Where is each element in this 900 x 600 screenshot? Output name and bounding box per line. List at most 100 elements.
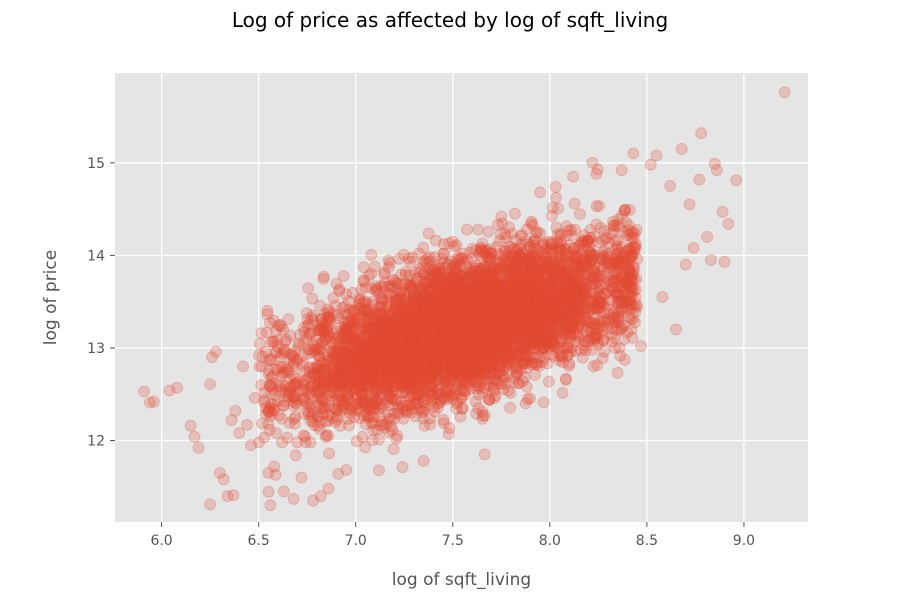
data-point	[519, 276, 532, 289]
data-point	[461, 336, 474, 349]
data-point	[463, 369, 476, 382]
data-point	[419, 315, 432, 328]
data-point	[534, 319, 546, 332]
data-point	[547, 310, 560, 323]
data-point	[497, 309, 510, 322]
data-point	[422, 313, 435, 326]
data-point	[487, 286, 500, 299]
data-point	[524, 254, 536, 267]
data-point	[342, 367, 354, 380]
data-point	[445, 326, 458, 339]
data-point	[330, 404, 343, 417]
data-point	[455, 323, 468, 336]
data-point	[487, 314, 500, 326]
data-point	[412, 332, 424, 344]
data-point	[524, 265, 537, 278]
data-point	[355, 358, 368, 371]
data-point	[452, 322, 465, 335]
data-point	[362, 322, 375, 335]
chart-title: Log of price as affected by log of sqft_…	[231, 8, 669, 32]
data-point	[471, 351, 484, 364]
data-point	[389, 300, 402, 313]
data-point	[526, 276, 539, 289]
data-point	[373, 338, 386, 351]
data-point	[484, 268, 497, 281]
data-point	[532, 306, 544, 319]
data-point	[327, 327, 340, 340]
data-point	[350, 435, 363, 448]
data-point	[420, 318, 433, 331]
data-point	[398, 314, 411, 327]
data-point	[466, 322, 479, 335]
data-point	[469, 259, 482, 272]
data-point	[520, 298, 532, 310]
data-point	[545, 314, 557, 327]
data-point	[511, 295, 524, 308]
data-point	[550, 191, 562, 204]
data-point	[414, 323, 427, 336]
data-point	[402, 337, 415, 350]
data-point	[357, 342, 369, 355]
data-point	[399, 345, 412, 358]
data-point	[466, 340, 479, 353]
data-point	[545, 285, 558, 298]
data-point	[429, 339, 442, 352]
data-point	[518, 248, 531, 260]
data-point	[447, 277, 460, 290]
data-point	[339, 323, 352, 336]
data-point	[361, 357, 374, 370]
data-point	[414, 307, 427, 320]
data-point	[511, 245, 523, 258]
data-point	[475, 285, 488, 298]
data-point	[515, 310, 528, 323]
data-point	[391, 325, 404, 338]
data-point	[504, 310, 517, 323]
data-point	[519, 294, 532, 307]
data-point	[499, 228, 512, 241]
data-point	[610, 286, 623, 299]
data-point	[373, 345, 386, 358]
data-point	[448, 240, 461, 253]
data-point	[422, 348, 435, 361]
data-point	[485, 298, 498, 311]
data-point	[343, 378, 356, 390]
data-point	[436, 332, 449, 345]
data-point	[464, 365, 477, 378]
data-point	[275, 412, 288, 425]
data-point	[463, 367, 475, 379]
data-point	[459, 342, 472, 354]
data-point	[497, 259, 509, 271]
data-point	[499, 232, 512, 244]
data-point	[374, 360, 387, 373]
data-point	[449, 318, 461, 331]
data-point	[487, 357, 500, 370]
data-point	[491, 272, 504, 285]
data-point	[425, 325, 438, 338]
data-point	[447, 366, 460, 379]
data-point	[417, 343, 430, 355]
data-point	[333, 380, 346, 393]
data-point	[557, 341, 570, 354]
data-point	[533, 296, 546, 309]
data-point	[381, 348, 394, 361]
data-point	[316, 321, 329, 334]
data-point	[433, 382, 445, 395]
data-point	[373, 301, 386, 314]
data-point	[349, 364, 361, 377]
data-point	[428, 318, 441, 331]
data-point	[345, 336, 358, 349]
data-point	[443, 305, 456, 318]
data-point	[407, 314, 419, 327]
data-point	[423, 255, 436, 268]
data-point	[367, 356, 380, 369]
data-point	[416, 303, 429, 316]
data-point	[446, 356, 459, 369]
data-point	[431, 367, 444, 380]
data-point	[525, 275, 538, 288]
data-point	[452, 341, 465, 354]
data-point	[545, 242, 558, 255]
data-point	[465, 303, 478, 316]
data-point	[425, 290, 438, 303]
data-point	[403, 381, 416, 394]
data-point	[456, 252, 469, 265]
